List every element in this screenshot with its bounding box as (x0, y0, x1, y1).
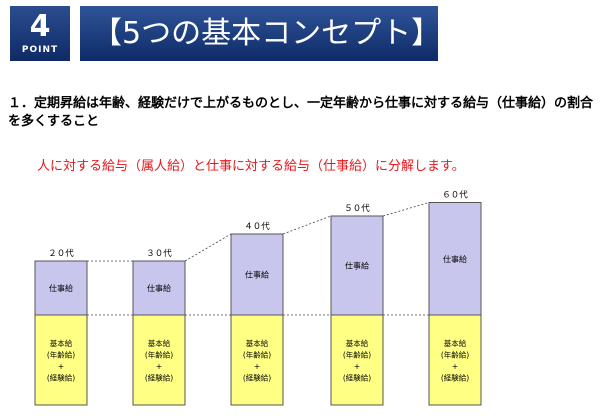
base-pay-label: 基本給 (246, 338, 269, 348)
concept-subtext: 人に対する給与（属人給）と仕事に対する給与（仕事給）に分解します。 (37, 159, 465, 174)
page-title: 【5つの基本コンセプト】 (92, 16, 442, 51)
job-pay-label: 仕事給 (49, 283, 73, 293)
base-pay-bar (428, 314, 482, 406)
top-connector-line (382, 202, 430, 217)
age-category-label: ２０代 (48, 248, 74, 259)
base-pay-label: + (254, 362, 260, 371)
base-pay-label: (経験給) (343, 372, 371, 382)
job-pay-label: 仕事給 (147, 283, 171, 293)
top-connector-line (184, 233, 232, 262)
job-pay-bar (428, 202, 482, 316)
point-label: POINT (21, 45, 59, 55)
point-number: 4 (29, 9, 51, 44)
base-pay-bar (132, 314, 186, 406)
point-badge: 4 POINT (10, 6, 70, 61)
base-pay-label: + (452, 362, 458, 371)
base-pay-label: (年齢給) (47, 349, 75, 359)
base-pay-label: (経験給) (243, 372, 271, 382)
job-pay-label: 仕事給 (443, 254, 467, 264)
base-pay-label: (経験給) (145, 372, 173, 382)
age-category-label: ４０代 (244, 221, 270, 232)
base-pay-label: 基本給 (346, 338, 369, 348)
age-category-label: ５０代 (344, 203, 370, 214)
base-pay-label: (年齢給) (145, 349, 173, 359)
base-pay-label: (経験給) (47, 372, 75, 382)
base-pay-bar (34, 314, 88, 406)
job-pay-bar (132, 260, 186, 316)
base-pay-label: + (156, 362, 162, 371)
job-pay-bar (230, 233, 284, 316)
concept-heading: １．定期昇給は年齢、経験だけで上がるものとし、一定年齢から仕事に対する給与（仕事… (8, 96, 594, 129)
job-pay-bar (330, 215, 384, 316)
base-pay-label: (年齢給) (441, 349, 469, 359)
title-banner: 【5つの基本コンセプト】 (80, 6, 442, 61)
base-pay-label: 基本給 (444, 338, 467, 348)
base-pay-bar (230, 314, 284, 406)
job-pay-label: 仕事給 (345, 261, 369, 271)
job-pay-bar (34, 260, 88, 316)
base-pay-label: + (58, 362, 64, 371)
base-pay-bar (330, 314, 384, 406)
base-pay-label: (年齢給) (343, 349, 371, 359)
base-pay-label: 基本給 (148, 338, 171, 348)
age-category-label: ３０代 (146, 248, 172, 259)
top-connector-line (282, 215, 332, 235)
base-pay-label: (年齢給) (243, 349, 271, 359)
age-category-label: ６０代 (442, 190, 468, 201)
base-pay-label: (経験給) (441, 372, 469, 382)
base-pay-label: 基本給 (50, 338, 73, 348)
job-pay-label: 仕事給 (245, 270, 269, 280)
base-pay-label: + (354, 362, 360, 371)
